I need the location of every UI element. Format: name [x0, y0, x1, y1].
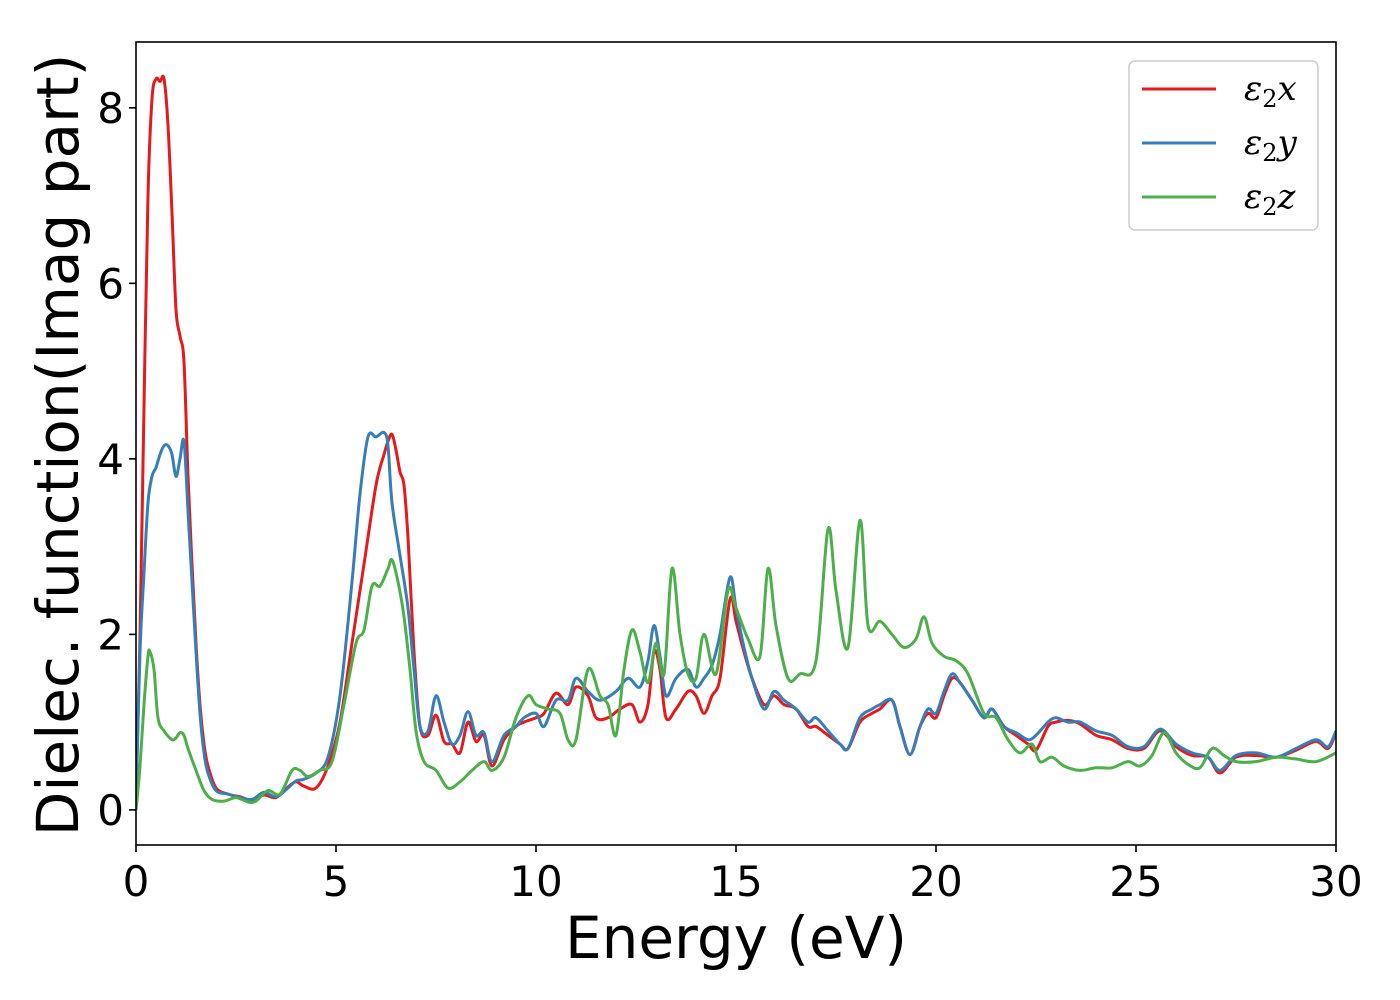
y-tick-label: 4: [97, 435, 124, 484]
legend-entry-y: ε2y: [1244, 123, 1298, 167]
x-tick-label: 0: [123, 857, 150, 906]
y-tick-label: 2: [97, 610, 124, 659]
x-tick-label: 30: [1309, 857, 1362, 906]
legend-box: [1128, 60, 1319, 231]
series-line-y: [136, 430, 1336, 802]
series-line-z: [136, 518, 1336, 811]
y-tick-label: 0: [97, 786, 124, 835]
y-axis-label: Dielec. function(Imag part): [24, 54, 92, 837]
x-tick-label: 5: [323, 857, 350, 906]
y-tick-label: 6: [97, 259, 124, 308]
legend-entry-x: ε2x: [1244, 69, 1297, 113]
x-tick-label: 10: [509, 857, 562, 906]
x-axis-ticks: 0 5 10 15 20 25 30: [123, 845, 1363, 906]
x-axis-label: Energy (eV): [565, 904, 907, 972]
series-line-x: [136, 74, 1336, 802]
legend-entry-z: ε2z: [1244, 177, 1297, 221]
x-tick-label: 25: [1109, 857, 1162, 906]
x-tick-label: 20: [909, 857, 962, 906]
y-axis-ticks: 0 2 4 6 8: [97, 84, 136, 835]
legend: ε2x ε2y ε2z: [1128, 60, 1319, 231]
x-tick-label: 15: [709, 857, 762, 906]
y-tick-label: 8: [97, 84, 124, 133]
